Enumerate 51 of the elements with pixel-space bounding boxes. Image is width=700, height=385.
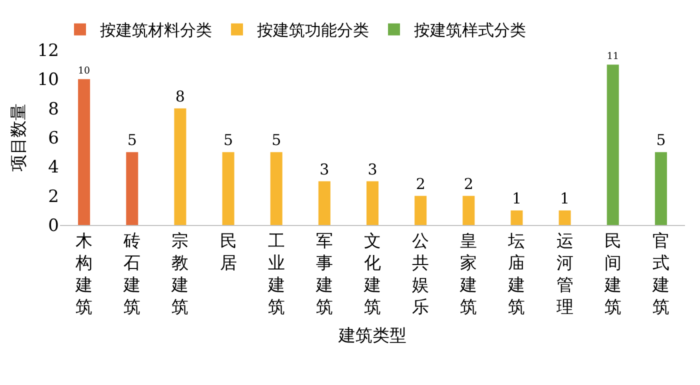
- x-axis-title: 建筑类型: [338, 326, 406, 346]
- data-label: 2: [464, 174, 474, 193]
- x-tick-label: 公共娱乐: [412, 231, 430, 318]
- bar: [558, 210, 571, 225]
- data-label: 8: [175, 87, 185, 106]
- x-tick-label: 民居: [220, 231, 237, 274]
- data-label: 3: [320, 160, 330, 178]
- data-label: 10: [78, 66, 90, 77]
- bar: [510, 210, 523, 225]
- bar: [606, 64, 619, 225]
- legend-label: 按建筑材料分类: [100, 20, 212, 40]
- bar: [270, 152, 282, 225]
- bar: [318, 181, 330, 225]
- x-tick-label: 砖石建筑: [122, 231, 141, 318]
- x-tick-label: 工业建筑: [266, 231, 285, 318]
- y-tick-label: 10: [37, 70, 59, 90]
- data-label: 3: [368, 160, 378, 178]
- legend-label: 按建筑功能分类: [257, 20, 369, 40]
- bar: [414, 196, 427, 225]
- data-label: 5: [656, 131, 666, 150]
- bar: [462, 196, 475, 225]
- data-label: 5: [223, 131, 234, 150]
- bar: [654, 152, 667, 225]
- y-axis-title: 项目数量: [8, 104, 29, 172]
- x-tick-label: 运河管理: [556, 231, 574, 318]
- data-label: 2: [416, 174, 426, 193]
- legend-label: 按建筑样式分类: [414, 20, 526, 40]
- x-tick-label: 军事建筑: [314, 231, 333, 318]
- x-tick-label: 木构建筑: [74, 231, 93, 318]
- x-tick-label: 官式建筑: [651, 231, 670, 318]
- y-tick-label: 4: [48, 158, 59, 178]
- data-label: 1: [560, 189, 570, 208]
- x-tick-label: 坛庙建筑: [507, 231, 526, 318]
- x-tick-label: 文化建筑: [363, 231, 381, 318]
- data-label: 5: [272, 131, 282, 150]
- y-tick-label: 12: [37, 40, 59, 61]
- bar: [222, 152, 234, 225]
- data-label: 11: [606, 51, 619, 62]
- bar: [366, 181, 379, 225]
- data-label: 1: [512, 189, 522, 208]
- bar: [174, 108, 186, 225]
- y-tick-label: 0: [48, 216, 59, 236]
- x-tick-label: 皇家建筑: [459, 231, 478, 318]
- y-tick-label: 2: [48, 186, 59, 207]
- y-tick-label: 8: [48, 99, 59, 120]
- bar: [126, 152, 138, 225]
- x-tick-label: 宗教建筑: [170, 231, 189, 318]
- x-tick-label: 民间建筑: [603, 231, 622, 318]
- data-label: 5: [127, 131, 137, 150]
- y-tick-label: 6: [48, 128, 59, 148]
- bar: [78, 79, 90, 225]
